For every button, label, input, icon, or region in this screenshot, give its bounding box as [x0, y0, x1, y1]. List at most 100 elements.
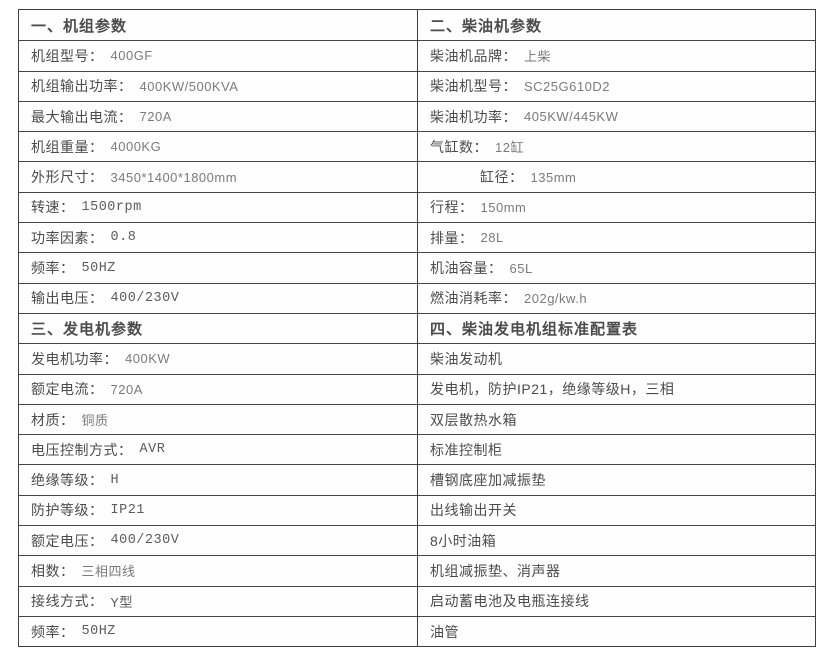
- config-item: 发电机，防护IP21，绝缘等级H，三相: [430, 381, 675, 398]
- spec-row-engine-model: 柴油机型号： SC25G610D2: [418, 70, 815, 101]
- spec-label: 机组输出功率：: [31, 78, 133, 95]
- spec-row-wiring-type: 接线方式： Y型: [19, 585, 417, 616]
- config-row-oil-pipe: 油管: [418, 615, 815, 646]
- config-row-radiator: 双层散热水箱: [418, 403, 815, 434]
- spec-value: SC25G610D2: [524, 78, 610, 94]
- config-row-output-switch: 出线输出开关: [418, 494, 815, 525]
- config-item: 槽钢底座加减振垫: [430, 472, 546, 489]
- spec-value: 4000KG: [110, 139, 162, 155]
- config-item: 8小时油箱: [430, 532, 497, 549]
- spec-row-stroke: 行程： 150mm: [418, 191, 815, 222]
- spec-value: 0.8: [110, 230, 137, 246]
- spec-row-material: 材质： 铜质: [19, 403, 417, 434]
- spec-label: 气缸数：: [430, 138, 488, 155]
- spec-label: 相数：: [31, 562, 75, 579]
- config-item: 启动蓄电池及电瓶连接线: [430, 593, 590, 610]
- spec-label: 柴油机功率：: [430, 108, 517, 125]
- config-item: 双层散热水箱: [430, 411, 517, 428]
- spec-row-output-power: 机组输出功率： 400KW/500KVA: [19, 70, 417, 101]
- spec-row-insulation-class: 绝缘等级： H: [19, 464, 417, 494]
- spec-column-left: 一、机组参数 机组型号： 400GF 机组输出功率： 400KW/500KVA …: [19, 10, 417, 646]
- spec-value: 720A: [139, 109, 172, 125]
- spec-label: 发电机功率：: [31, 350, 118, 367]
- spec-row-unit-weight: 机组重量： 4000KG: [19, 131, 417, 161]
- spec-label: 额定电流：: [31, 381, 104, 398]
- spec-label: 频率：: [31, 260, 75, 277]
- spec-value: 50HZ: [81, 624, 116, 640]
- spec-column-right: 二、柴油机参数 柴油机品牌： 上柴 柴油机型号： SC25G610D2 柴油机功…: [417, 10, 815, 647]
- spec-label: 绝缘等级：: [31, 472, 104, 489]
- spec-value: 65L: [509, 260, 533, 276]
- section-title: 四、柴油发电机组标准配置表: [430, 321, 639, 339]
- section-title: 一、机组参数: [31, 17, 128, 35]
- spec-row-phases: 相数： 三相四线: [19, 555, 417, 585]
- spec-label: 频率：: [31, 623, 75, 640]
- spec-value: 400KW/500KVA: [139, 78, 239, 94]
- spec-value: 28L: [480, 230, 504, 246]
- spec-label: 机组重量：: [31, 138, 104, 155]
- spec-label: 材质：: [31, 411, 75, 428]
- spec-row-cylinder-count: 气缸数： 12缸: [418, 131, 815, 161]
- spec-value: H: [110, 472, 120, 488]
- spec-row-alternator-power: 发电机功率： 400KW: [19, 343, 417, 373]
- spec-row-speed: 转速： 1500rpm: [19, 191, 417, 222]
- spec-value: 135mm: [530, 169, 577, 185]
- spec-label: 缸径：: [480, 169, 524, 186]
- spec-row-max-current: 最大输出电流： 720A: [19, 100, 417, 131]
- generator-spec-table: 一、机组参数 机组型号： 400GF 机组输出功率： 400KW/500KVA …: [18, 9, 816, 648]
- spec-value: 405KW/445KW: [524, 109, 619, 125]
- spec-row-voltage-control: 电压控制方式： AVR: [19, 434, 417, 464]
- spec-label: 排量：: [430, 229, 474, 246]
- spec-value: AVR: [139, 442, 166, 458]
- spec-row-frequency: 频率： 50HZ: [19, 252, 417, 282]
- spec-label: 机组型号：: [31, 47, 104, 64]
- spec-label: 行程：: [430, 199, 474, 216]
- spec-row-bore: 缸径： 135mm: [418, 161, 815, 191]
- spec-value: Y型: [110, 596, 134, 612]
- spec-row-engine-power: 柴油机功率： 405KW/445KW: [418, 100, 815, 131]
- spec-label: 接线方式：: [31, 593, 104, 610]
- config-row-base-frame: 槽钢底座加减振垫: [418, 464, 815, 494]
- spec-value: 铜质: [81, 413, 109, 428]
- spec-row-engine-brand: 柴油机品牌： 上柴: [418, 40, 815, 70]
- section-title: 三、发电机参数: [31, 321, 144, 339]
- spec-label: 额定电压：: [31, 532, 104, 549]
- spec-value: 50HZ: [81, 260, 116, 276]
- spec-label: 电压控制方式：: [31, 441, 133, 458]
- spec-label: 功率因素：: [31, 229, 104, 246]
- spec-row-dimensions: 外形尺寸： 3450*1400*1800mm: [19, 161, 417, 191]
- spec-value: 150mm: [480, 199, 527, 215]
- spec-row-fuel-consumption: 燃油消耗率： 202g/kw.h: [418, 282, 815, 313]
- spec-value: 3450*1400*1800mm: [110, 169, 238, 185]
- section-header-engine-params: 二、柴油机参数: [418, 10, 815, 40]
- spec-value: 202g/kw.h: [524, 290, 588, 306]
- spec-value: 400KW: [125, 351, 171, 367]
- spec-row-power-factor: 功率因素： 0.8: [19, 222, 417, 252]
- config-row-control-cabinet: 标准控制柜: [418, 434, 815, 464]
- config-item: 机组减振垫、消声器: [430, 562, 561, 579]
- config-row-damper-muffler: 机组减振垫、消声器: [418, 555, 815, 585]
- spec-value: 720A: [110, 381, 143, 397]
- spec-value: 400/230V: [110, 290, 180, 306]
- config-item: 标准控制柜: [430, 441, 503, 458]
- config-row-alternator: 发电机，防护IP21，绝缘等级H，三相: [418, 373, 815, 404]
- spec-row-output-voltage: 输出电压： 400/230V: [19, 282, 417, 313]
- config-row-fuel-tank: 8小时油箱: [418, 525, 815, 555]
- spec-row-unit-model: 机组型号： 400GF: [19, 40, 417, 70]
- section-title: 二、柴油机参数: [430, 17, 543, 35]
- spec-label: 最大输出电流：: [31, 108, 133, 125]
- spec-label: 柴油机品牌：: [430, 47, 517, 64]
- spec-value: 1500rpm: [81, 199, 142, 215]
- spec-label: 机油容量：: [430, 260, 503, 277]
- section-header-standard-config: 四、柴油发电机组标准配置表: [418, 312, 815, 343]
- spec-value: 400GF: [110, 48, 153, 64]
- spec-row-alternator-frequency: 频率： 50HZ: [19, 615, 417, 646]
- config-item: 油管: [430, 623, 459, 640]
- spec-value: 400/230V: [110, 533, 180, 549]
- spec-row-rated-current: 额定电流： 720A: [19, 373, 417, 404]
- config-item: 柴油发动机: [430, 350, 503, 367]
- spec-value: IP21: [110, 502, 145, 518]
- config-row-battery-cables: 启动蓄电池及电瓶连接线: [418, 585, 815, 616]
- section-header-unit-params: 一、机组参数: [19, 10, 417, 40]
- spec-row-displacement: 排量： 28L: [418, 222, 815, 252]
